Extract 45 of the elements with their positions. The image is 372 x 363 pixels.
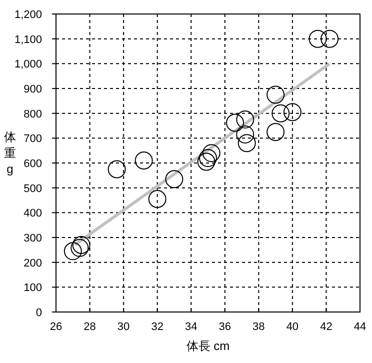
y-axis-title: 体重 g <box>4 130 16 176</box>
x-tick-label: 28 <box>84 321 96 333</box>
x-tick-label: 38 <box>252 321 265 333</box>
point <box>148 190 166 208</box>
point <box>320 30 339 48</box>
y-tick-label: 700 <box>24 133 42 146</box>
x-tick-label: 36 <box>218 321 232 333</box>
point <box>236 110 254 129</box>
point <box>283 103 302 122</box>
point <box>70 238 89 257</box>
y-tick-label: 1,100 <box>14 34 42 46</box>
point <box>108 160 126 178</box>
x-tick-label: 42 <box>320 321 332 333</box>
point <box>226 114 244 132</box>
point <box>202 144 220 162</box>
point <box>199 149 217 168</box>
point <box>236 125 254 144</box>
point <box>64 242 82 260</box>
y-tick-label: 900 <box>24 84 42 96</box>
point <box>165 170 184 188</box>
point <box>72 236 90 254</box>
x-tick-label: 44 <box>354 321 366 333</box>
x-tick-label: 30 <box>117 321 130 333</box>
y-tick-label: 400 <box>24 208 42 220</box>
y-tick-label: 800 <box>24 108 42 120</box>
point <box>266 86 285 104</box>
x-tick-label: 26 <box>50 321 62 333</box>
y-tick-label: 200 <box>24 257 42 270</box>
y-tick-label: 300 <box>24 232 42 244</box>
point <box>272 104 290 122</box>
x-tick-label: 32 <box>151 321 164 333</box>
point <box>308 30 327 48</box>
y-tick-label: 100 <box>24 282 42 294</box>
y-tick-label: 600 <box>24 158 42 170</box>
x-tick-label: 40 <box>286 321 299 333</box>
point <box>134 152 153 170</box>
point <box>266 122 285 141</box>
y-tick-label: 500 <box>24 182 42 195</box>
x-tick-label: 34 <box>184 321 198 333</box>
y-tick-label: 0 <box>36 307 42 319</box>
point <box>197 152 216 171</box>
y-tick-label: 1,200 <box>14 9 42 21</box>
point <box>238 134 256 152</box>
x-axis-title: 体長 cm <box>186 339 230 353</box>
y-tick-label: 1,000 <box>14 58 42 71</box>
